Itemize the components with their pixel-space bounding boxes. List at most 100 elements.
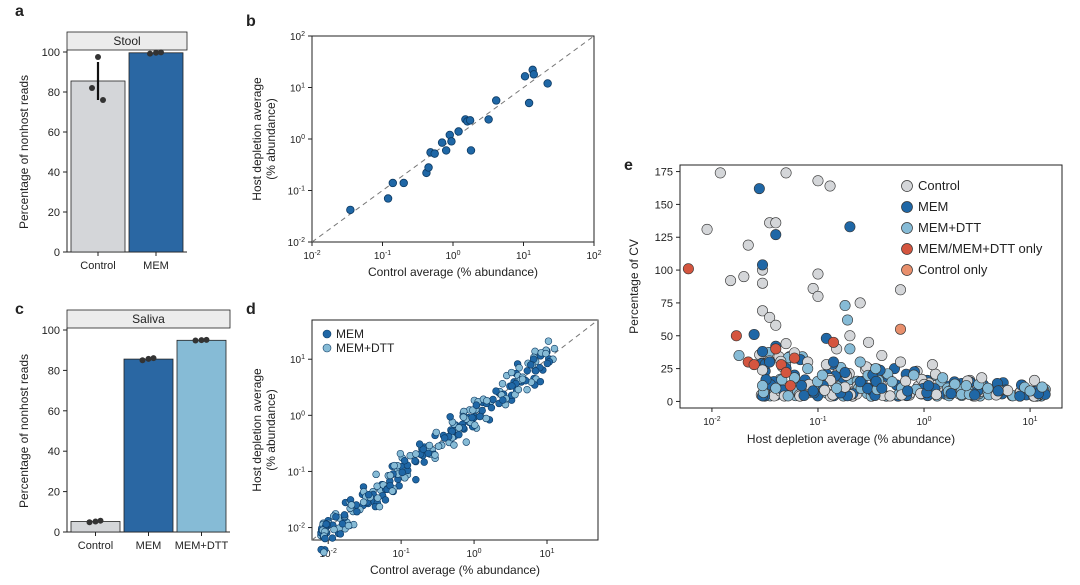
- plot-frame: [679, 164, 1063, 409]
- y-tick-label: 102: [290, 31, 305, 43]
- y-tick-label: 100: [290, 410, 305, 422]
- data-point-mem: [753, 183, 765, 195]
- data-point-mem-dtt: [432, 428, 441, 437]
- bar-mem: [123, 358, 174, 533]
- data-point-mem: [764, 356, 776, 368]
- data-point-mem: [992, 385, 1004, 397]
- data-point-mem-mem-dtt-only: [682, 263, 694, 275]
- x-axis-label: Host depletion average (% abundance): [747, 432, 955, 446]
- data-point-mem: [381, 496, 390, 504]
- x-axis-label: Control average (% abundance): [370, 563, 540, 577]
- y-tick-label: 20: [48, 207, 60, 219]
- data-point-mem-dtt: [844, 343, 856, 355]
- y-tick-label: 175: [655, 167, 673, 179]
- x-tick-label: 10-1: [809, 416, 826, 428]
- x-tick-label: 101: [516, 250, 531, 262]
- data-point-cloud: [782, 390, 794, 402]
- data-point: [492, 96, 501, 105]
- x-tick-label: 100: [445, 250, 460, 262]
- y-tick-label: 80: [48, 365, 60, 377]
- legend-marker: [901, 222, 913, 234]
- data-point-mem-dtt: [373, 482, 381, 490]
- y-tick-label: 25: [661, 364, 673, 376]
- data-point-mem-dtt: [870, 363, 882, 375]
- data-point-mem-dtt: [550, 344, 559, 353]
- replicate-point: [89, 85, 95, 91]
- data-point-mem: [839, 367, 851, 379]
- data-point-mem: [827, 356, 839, 368]
- data-point-control: [894, 284, 906, 296]
- data-point-mem: [531, 367, 540, 375]
- legend-label: MEM: [918, 199, 948, 214]
- data-point-control: [701, 223, 713, 235]
- y-axis-label: Host depletion average (% abundance): [250, 77, 278, 201]
- bar-mem-dtt: [176, 339, 227, 533]
- data-point: [543, 79, 552, 88]
- data-point-mem: [844, 221, 856, 233]
- y-axis-label-line: Percentage of CV: [627, 239, 641, 334]
- legend-label: MEM+DTT: [918, 220, 981, 235]
- y-tick-label: 100: [42, 47, 60, 59]
- data-point-mem: [400, 457, 409, 465]
- y-tick-label: 80: [48, 87, 60, 99]
- y-tick-label: 40: [48, 167, 60, 179]
- chart-title: Stool: [113, 34, 140, 48]
- panel-label-e: e: [624, 157, 633, 174]
- y-tick-label: 10-1: [288, 186, 305, 198]
- x-tick-label: 100: [917, 416, 932, 428]
- data-point-mem-dtt: [531, 347, 539, 356]
- y-tick-label: 125: [655, 232, 673, 244]
- y-axis-label-line: (% abundance): [264, 389, 278, 470]
- data-point-control: [725, 275, 737, 287]
- legend-label: Control: [918, 178, 960, 193]
- y-tick-label: 60: [48, 127, 60, 139]
- data-point-mem-dtt: [511, 390, 519, 399]
- data-point-control: [824, 180, 836, 192]
- data-point-mem: [328, 534, 337, 542]
- data-point-mem: [476, 412, 484, 421]
- data-point-control: [812, 290, 824, 302]
- data-point-mem: [807, 385, 819, 397]
- data-point-mem-mem-dtt-only: [748, 359, 760, 371]
- y-tick-label: 50: [661, 331, 673, 343]
- data-point-mem-dtt: [344, 521, 353, 530]
- y-tick-label: 10-2: [288, 523, 305, 535]
- y-tick-label: 0: [54, 247, 60, 259]
- bar-mem: [128, 52, 184, 253]
- data-point-mem: [353, 508, 361, 516]
- panel-label-b: b: [246, 13, 256, 30]
- legend-label: MEM: [336, 327, 364, 341]
- x-tick-label: 102: [586, 250, 601, 262]
- x-tick-label: 10-1: [374, 250, 391, 262]
- data-point-mem: [969, 389, 981, 401]
- replicate-point: [150, 355, 157, 362]
- replicate-point: [203, 336, 210, 343]
- data-point-mem-mem-dtt-only: [730, 330, 742, 342]
- data-point-mem: [364, 491, 373, 499]
- data-point-control: [812, 268, 824, 280]
- legend-label: MEM+DTT: [336, 341, 395, 355]
- data-point-mem: [455, 430, 463, 439]
- data-point-mem: [499, 396, 507, 404]
- replicate-point: [158, 49, 164, 56]
- data-point-control: [1028, 374, 1040, 386]
- data-point-mem-dtt: [375, 502, 384, 511]
- data-point-mem: [336, 530, 345, 538]
- data-point-mem-dtt: [937, 372, 949, 384]
- chart-title: Saliva: [132, 312, 165, 326]
- replicate-point: [147, 50, 153, 57]
- x-tick-label: Control: [80, 260, 115, 272]
- y-tick-label: 101: [290, 83, 305, 95]
- replicate-point: [145, 355, 152, 362]
- data-point-control: [863, 336, 875, 348]
- data-point-mem-mem-dtt-only: [770, 343, 782, 355]
- data-point-mem-dtt: [425, 441, 434, 450]
- data-point-control: [770, 217, 782, 229]
- data-point-cloud: [798, 389, 810, 401]
- data-point-control: [876, 349, 888, 361]
- y-tick-label: 101: [290, 354, 305, 366]
- data-point-mem-dtt: [802, 363, 814, 375]
- data-point-mem-mem-dtt-only: [788, 352, 800, 364]
- title-band: [66, 31, 188, 51]
- y-axis-label-line: (% abundance): [264, 98, 278, 179]
